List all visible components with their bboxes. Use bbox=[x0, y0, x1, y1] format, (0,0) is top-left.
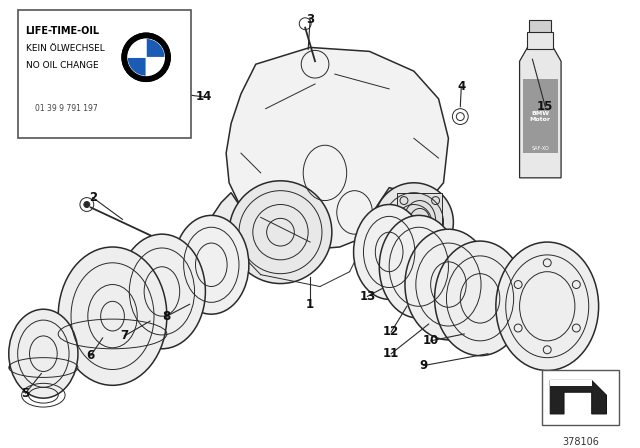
Wedge shape bbox=[127, 57, 146, 76]
Text: 4: 4 bbox=[457, 81, 465, 94]
Text: 13: 13 bbox=[359, 290, 376, 303]
Bar bbox=[529, 20, 551, 34]
Bar bbox=[397, 193, 442, 247]
Text: BMW
Motor: BMW Motor bbox=[530, 111, 551, 122]
Text: 3: 3 bbox=[306, 13, 314, 26]
Ellipse shape bbox=[118, 234, 205, 349]
Polygon shape bbox=[206, 193, 285, 269]
Text: 2: 2 bbox=[89, 191, 97, 204]
Polygon shape bbox=[550, 380, 607, 414]
Text: 7: 7 bbox=[120, 329, 129, 342]
Wedge shape bbox=[127, 39, 146, 57]
Ellipse shape bbox=[496, 242, 598, 370]
Text: 378106: 378106 bbox=[563, 437, 599, 447]
Text: KEIN ÖLWECHSEL: KEIN ÖLWECHSEL bbox=[26, 44, 104, 53]
Circle shape bbox=[122, 34, 170, 81]
Ellipse shape bbox=[374, 183, 453, 262]
Text: 12: 12 bbox=[383, 325, 399, 339]
Text: SAF-XO: SAF-XO bbox=[531, 146, 549, 151]
Wedge shape bbox=[146, 39, 165, 57]
Polygon shape bbox=[369, 188, 449, 259]
Text: 01 39 9 791 197: 01 39 9 791 197 bbox=[35, 104, 98, 113]
Text: 5: 5 bbox=[22, 387, 29, 400]
Text: LIFE-TIME-OIL: LIFE-TIME-OIL bbox=[26, 26, 100, 36]
Text: 6: 6 bbox=[86, 349, 95, 362]
Circle shape bbox=[84, 202, 90, 207]
Ellipse shape bbox=[174, 215, 249, 314]
Text: 15: 15 bbox=[537, 100, 554, 113]
Circle shape bbox=[126, 38, 166, 77]
Text: 1: 1 bbox=[306, 298, 314, 311]
Bar bbox=[527, 32, 553, 49]
Text: 8: 8 bbox=[163, 310, 171, 323]
Text: NO OIL CHANGE: NO OIL CHANGE bbox=[26, 61, 98, 70]
Polygon shape bbox=[226, 47, 449, 249]
Text: 11: 11 bbox=[383, 347, 399, 360]
Ellipse shape bbox=[229, 181, 332, 284]
Ellipse shape bbox=[435, 241, 525, 356]
Ellipse shape bbox=[380, 215, 458, 318]
Text: 9: 9 bbox=[420, 359, 428, 372]
Ellipse shape bbox=[405, 229, 492, 340]
Bar bbox=[550, 380, 592, 386]
Ellipse shape bbox=[353, 205, 425, 299]
Text: 10: 10 bbox=[422, 334, 439, 347]
Ellipse shape bbox=[9, 309, 78, 398]
Text: 14: 14 bbox=[195, 90, 212, 103]
Bar bbox=[542, 370, 620, 425]
Polygon shape bbox=[520, 47, 561, 178]
Bar bbox=[18, 10, 191, 138]
Bar bbox=[522, 79, 558, 153]
Wedge shape bbox=[146, 57, 165, 76]
Ellipse shape bbox=[58, 247, 167, 385]
